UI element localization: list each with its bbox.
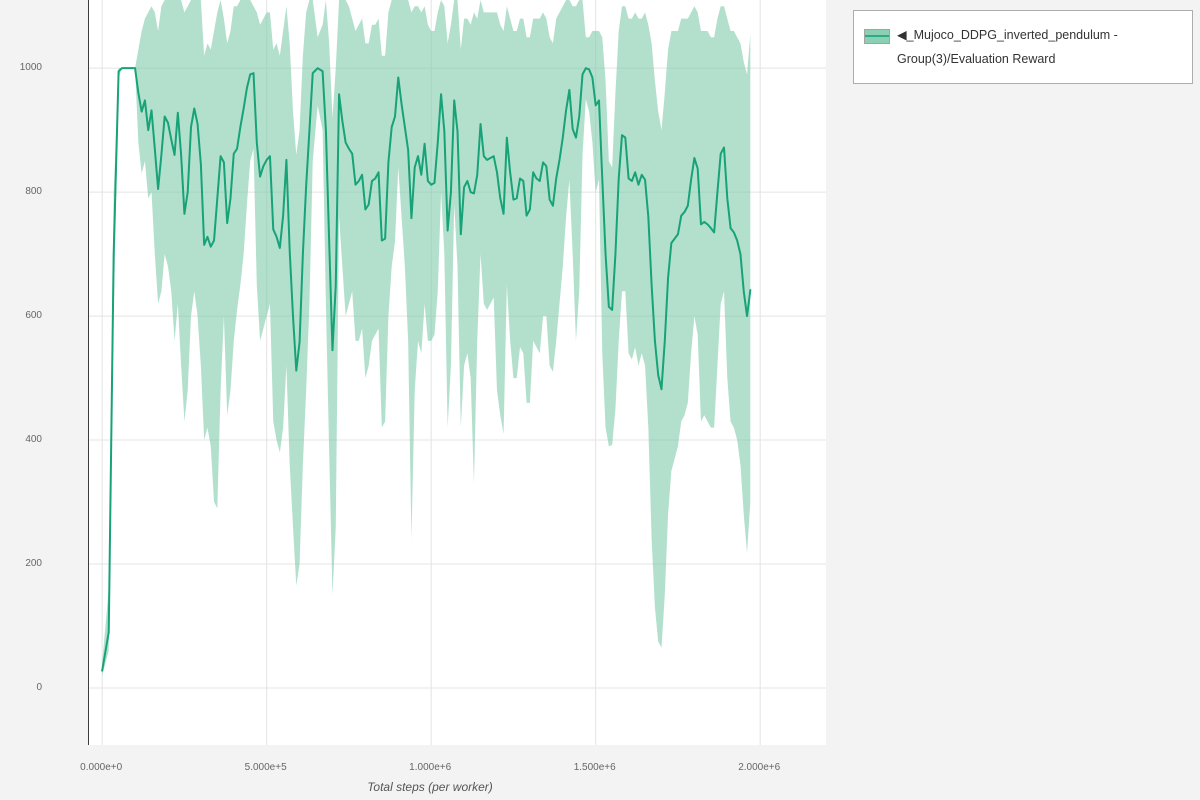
- y-axis-tick-label: 800: [25, 186, 42, 198]
- y-axis-tick-label: 600: [25, 310, 42, 322]
- x-axis-tick-label: 5.000e+5: [244, 762, 287, 773]
- plot-area[interactable]: [88, 0, 826, 745]
- legend-item[interactable]: ◀_Mujoco_DDPG_inverted_pendulum - Group(…: [853, 10, 1193, 84]
- x-axis-tick-label: 1.500e+6: [573, 762, 616, 773]
- legend-swatch-icon: [864, 29, 890, 44]
- y-axis-tick-label: 1000: [19, 62, 42, 74]
- x-axis-tick-label: 2.000e+6: [738, 762, 781, 773]
- y-axis-tick-label: 0: [36, 681, 42, 693]
- legend-collapse-icon[interactable]: ◀: [897, 28, 907, 42]
- x-axis-tick-label: 1.000e+6: [409, 762, 452, 773]
- x-axis-title: Total steps (per worker): [367, 780, 493, 794]
- y-axis-tick-label: 200: [25, 558, 42, 570]
- x-axis-tick-label: 0.000e+0: [80, 762, 123, 773]
- series-confidence-band: [102, 0, 751, 676]
- plot-svg: [89, 0, 826, 745]
- y-axis: 0 200 400 600 800 1000: [0, 0, 45, 745]
- legend-swatch-line-icon: [865, 35, 889, 37]
- y-axis-tick-label: 400: [25, 434, 42, 446]
- legend-text: ◀_Mujoco_DDPG_inverted_pendulum - Group(…: [897, 23, 1182, 71]
- legend-label: _Mujoco_DDPG_inverted_pendulum - Group(3…: [897, 28, 1118, 66]
- series-mean-line[interactable]: [101, 67, 752, 672]
- x-axis: 0.000e+0 5.000e+5 1.000e+6 1.500e+6 2.000e+6: [80, 745, 825, 779]
